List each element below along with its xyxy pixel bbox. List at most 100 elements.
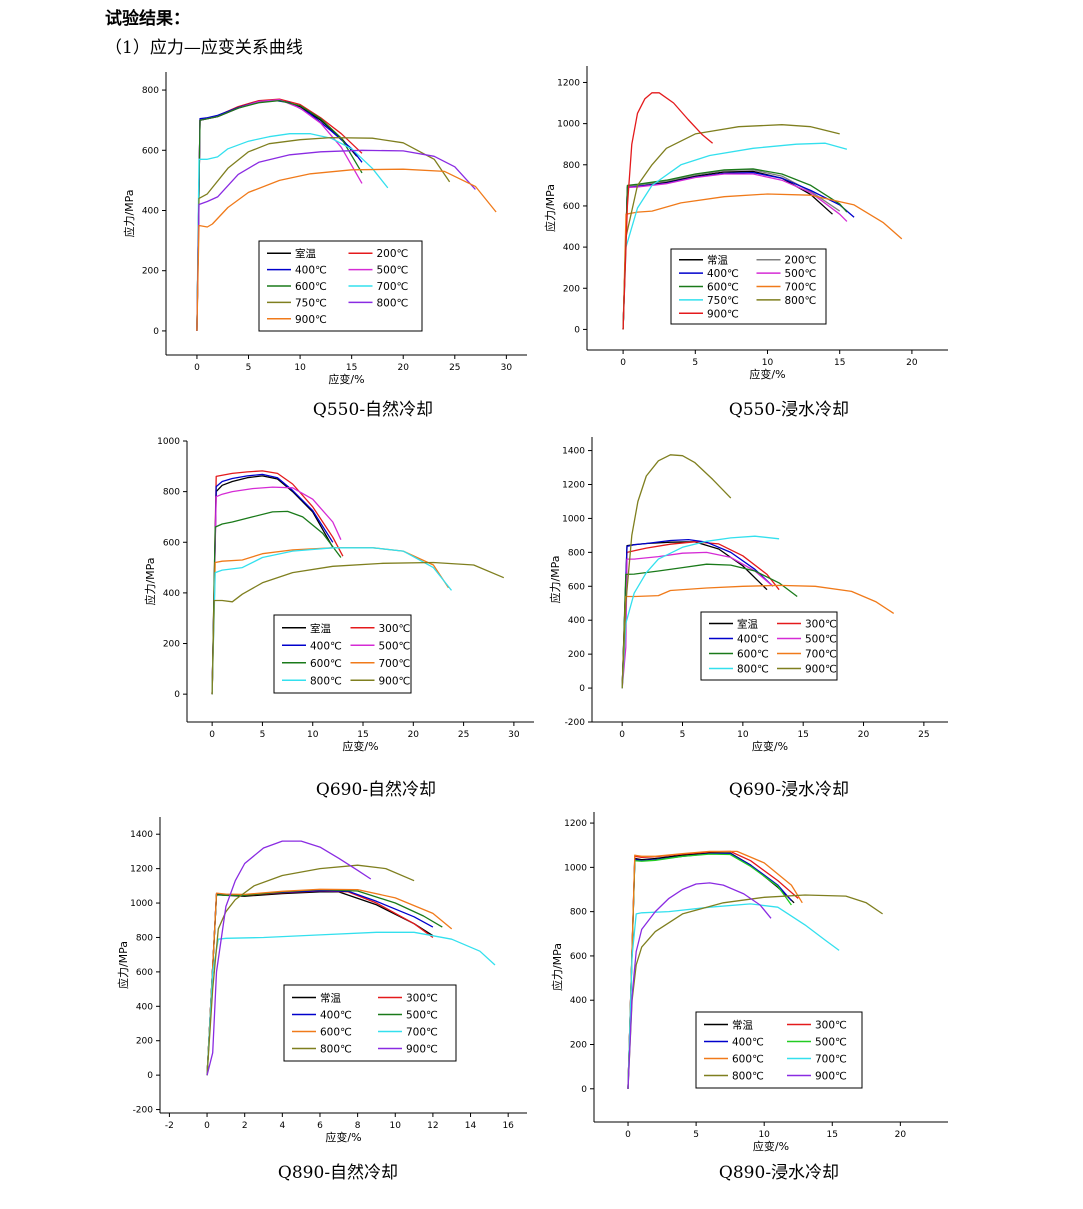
x-axis-label: 应变/% bbox=[752, 739, 788, 753]
series-line-6 bbox=[622, 142, 848, 330]
series-line-5 bbox=[196, 133, 389, 331]
y-tick-label: 0 bbox=[153, 327, 159, 337]
series-line-4 bbox=[621, 563, 798, 689]
y-tick-label: 600 bbox=[136, 968, 153, 978]
legend-label: 室温 bbox=[310, 622, 331, 635]
y-tick-label: 600 bbox=[570, 952, 587, 962]
series-line-7 bbox=[627, 882, 772, 1089]
legend-label: 700℃ bbox=[379, 658, 411, 670]
y-axis-label: 应力/MPa bbox=[116, 941, 130, 989]
legend-label: 800℃ bbox=[732, 1071, 764, 1083]
y-tick-label: 0 bbox=[579, 684, 585, 694]
legend-label: 600℃ bbox=[707, 282, 739, 294]
y-tick-label: -200 bbox=[133, 1106, 154, 1116]
legend-label: 900℃ bbox=[379, 675, 411, 687]
x-tick-label: 10 bbox=[758, 1130, 770, 1140]
series-line-6 bbox=[621, 535, 780, 689]
caption-q890-natural: Q890-自然冷却 bbox=[277, 1163, 399, 1183]
caption-q550-natural: Q550-自然冷却 bbox=[312, 400, 434, 420]
series-line-6 bbox=[211, 547, 453, 695]
legend-label: 900℃ bbox=[805, 664, 837, 676]
y-axis-label: 应力/MPa bbox=[122, 189, 136, 237]
x-tick-label: 15 bbox=[357, 730, 368, 740]
y-tick-label: 1400 bbox=[130, 830, 153, 840]
x-axis-label: 应变/% bbox=[753, 1139, 789, 1153]
legend-label: 600℃ bbox=[732, 1054, 764, 1066]
x-tick-label: 5 bbox=[680, 730, 686, 740]
y-tick-label: 400 bbox=[163, 589, 180, 599]
x-tick-label: -2 bbox=[165, 1121, 174, 1131]
y-tick-label: 400 bbox=[136, 1002, 153, 1012]
legend-label: 700℃ bbox=[785, 282, 817, 294]
y-tick-label: 400 bbox=[563, 243, 580, 253]
series-line-3 bbox=[622, 173, 848, 330]
caption-q690-natural: Q690-自然冷却 bbox=[315, 780, 437, 800]
x-tick-label: 10 bbox=[737, 730, 749, 740]
series-line-7 bbox=[621, 454, 732, 689]
legend-label: 900℃ bbox=[295, 314, 327, 326]
x-tick-label: 0 bbox=[209, 730, 215, 740]
y-tick-label: 200 bbox=[570, 1041, 587, 1051]
legend-label: 300℃ bbox=[805, 619, 837, 631]
series-line-4 bbox=[627, 850, 803, 1089]
x-tick-label: 20 bbox=[398, 363, 410, 373]
y-tick-label: 0 bbox=[147, 1071, 153, 1081]
legend-label: 400℃ bbox=[737, 634, 769, 646]
legend-label: 700℃ bbox=[377, 281, 409, 293]
y-tick-label: 0 bbox=[581, 1085, 587, 1095]
x-tick-label: 20 bbox=[895, 1130, 907, 1140]
x-tick-label: 5 bbox=[693, 1130, 699, 1140]
legend-label: 300℃ bbox=[406, 993, 438, 1005]
x-tick-label: 4 bbox=[279, 1121, 285, 1131]
legend-label: 500℃ bbox=[785, 268, 817, 280]
series-line-3 bbox=[627, 853, 792, 1089]
legend-label: 400℃ bbox=[310, 640, 342, 652]
y-tick-label: 600 bbox=[142, 146, 159, 156]
y-tick-label: 800 bbox=[136, 933, 153, 943]
x-tick-label: 8 bbox=[355, 1121, 361, 1131]
x-tick-label: 14 bbox=[465, 1121, 477, 1131]
y-axis-label: 应力/MPa bbox=[143, 557, 157, 605]
y-tick-label: 1200 bbox=[562, 481, 585, 491]
y-tick-label: 600 bbox=[163, 538, 180, 548]
legend-label: 750℃ bbox=[707, 295, 739, 307]
y-tick-label: -200 bbox=[565, 718, 586, 728]
legend-label: 500℃ bbox=[406, 1010, 438, 1022]
y-tick-label: 200 bbox=[136, 1037, 153, 1047]
y-tick-label: 800 bbox=[568, 548, 585, 558]
y-tick-label: 800 bbox=[570, 908, 587, 918]
y-tick-label: 0 bbox=[574, 325, 580, 335]
x-tick-label: 25 bbox=[918, 730, 929, 740]
series-line-7 bbox=[211, 561, 505, 695]
series-line-5 bbox=[211, 547, 450, 695]
legend-label: 800℃ bbox=[310, 675, 342, 687]
page-heading: 试验结果： bbox=[105, 9, 190, 29]
series-line-4 bbox=[196, 99, 363, 331]
caption-q890-water: Q890-浸水冷却 bbox=[718, 1163, 840, 1183]
series-line-7 bbox=[196, 149, 476, 331]
y-tick-label: 200 bbox=[568, 650, 585, 660]
series-line-6 bbox=[627, 894, 883, 1089]
legend-label: 400℃ bbox=[295, 265, 327, 277]
x-tick-label: 10 bbox=[762, 358, 774, 368]
x-tick-label: 15 bbox=[346, 363, 357, 373]
x-tick-label: 2 bbox=[242, 1121, 248, 1131]
legend-label: 400℃ bbox=[707, 268, 739, 280]
series-line-1 bbox=[211, 470, 344, 695]
y-tick-label: 400 bbox=[570, 996, 587, 1006]
legend-label: 700℃ bbox=[805, 649, 837, 661]
x-tick-label: 10 bbox=[390, 1121, 402, 1131]
legend-label: 700℃ bbox=[815, 1054, 847, 1066]
legend-label: 700℃ bbox=[406, 1027, 438, 1039]
legend-label: 400℃ bbox=[320, 1010, 352, 1022]
series-line-4 bbox=[206, 888, 453, 1076]
y-tick-label: 400 bbox=[568, 616, 585, 626]
legend-label: 200℃ bbox=[785, 255, 817, 267]
y-tick-label: 1000 bbox=[557, 120, 580, 130]
legend-label: 常温 bbox=[707, 254, 728, 267]
legend-label: 600℃ bbox=[310, 658, 342, 670]
legend-label: 500℃ bbox=[379, 640, 411, 652]
